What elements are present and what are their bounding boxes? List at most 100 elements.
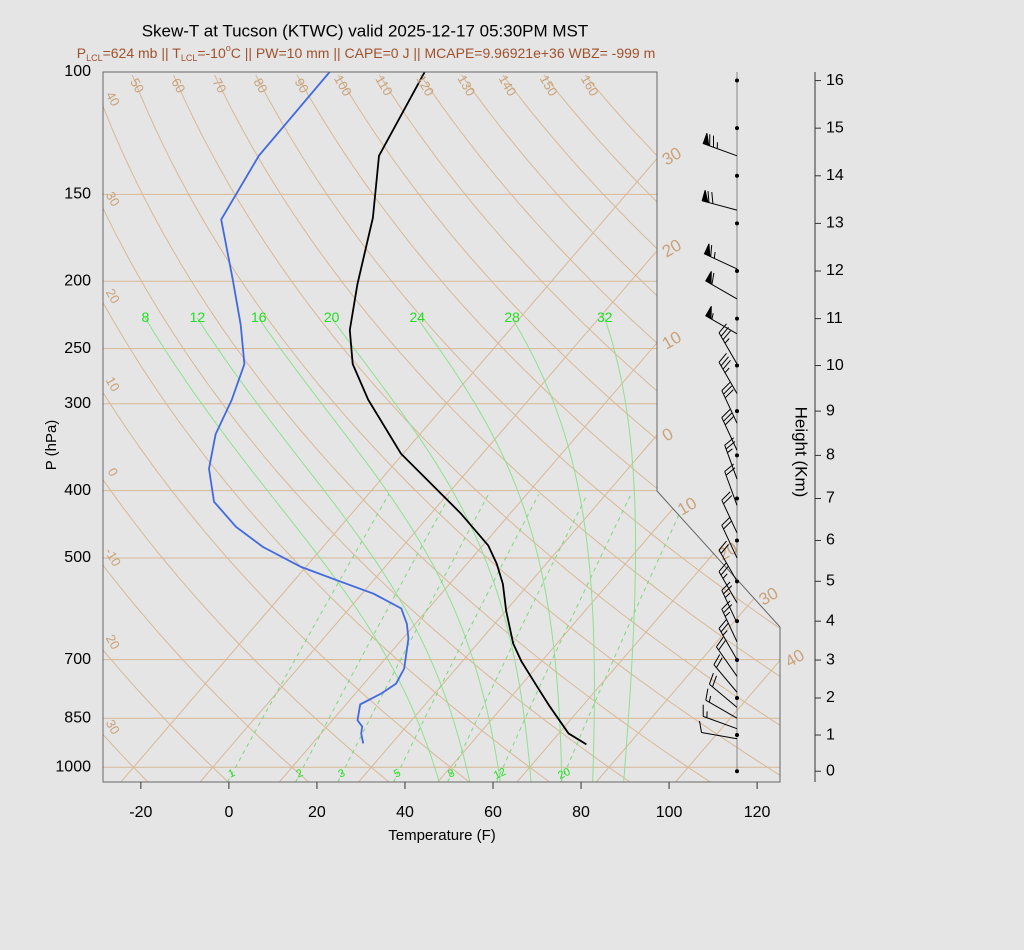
- wind-barb: [703, 243, 738, 270]
- moist-adiabat: [196, 317, 471, 782]
- moist-adiabat-label: 20: [324, 309, 340, 325]
- moist-adiabat-label: 12: [190, 309, 206, 325]
- x-tick-label: 0: [224, 804, 233, 821]
- chart-subtitle: PLCL=624 mb || TLCL=-10oC || PW=10 mm ||…: [77, 43, 656, 63]
- dry-adiabat-label: 30: [103, 189, 123, 209]
- x-axis-label: Temperature (F): [388, 827, 496, 844]
- subtitle-part: P: [77, 45, 86, 61]
- mixing-ratio-line: [447, 494, 588, 782]
- y2-axis-label: Height (Km): [792, 407, 811, 498]
- wind-barb: [718, 619, 738, 660]
- plot-frame: [102, 71, 781, 783]
- subtitle-part: C || PW=10 mm || CAPE=0 J || MCAPE=9.969…: [231, 45, 656, 61]
- moist-adiabat: [416, 317, 563, 782]
- y-axis-label: P (hPa): [43, 420, 60, 471]
- wind-barb: [718, 352, 738, 394]
- dry-adiabat: [103, 74, 470, 782]
- dry-adiabat: [131, 74, 780, 782]
- x-tick-label: 60: [484, 804, 502, 821]
- y-tick-label: 300: [64, 395, 91, 412]
- subtitle-part: =624 mb || T: [103, 45, 182, 61]
- moist-adiabat: [331, 317, 532, 782]
- wind-barb: [699, 720, 738, 740]
- wind-barb: [724, 437, 738, 480]
- dry-adiabat: [103, 74, 711, 782]
- subtitle-part: LCL: [181, 53, 198, 63]
- subtitle-part: LCL: [86, 53, 103, 63]
- mixing-ratio-label: 8: [446, 767, 457, 780]
- x-tick-label: 40: [396, 804, 414, 821]
- height-dot: [735, 409, 739, 414]
- mixing-ratio-label: 1: [226, 767, 237, 780]
- mixing-ratio-label: 12: [492, 766, 508, 782]
- dry-adiabat: [103, 74, 229, 782]
- moist-adiabat: [511, 317, 595, 782]
- height-dot: [735, 173, 739, 178]
- mixing-ratio-label: 5: [392, 767, 403, 780]
- y2-tick-label: 8: [826, 447, 835, 464]
- y2-tick-label: 12: [826, 262, 844, 279]
- x-tick-label: 120: [744, 804, 771, 821]
- dry-adiabat: [103, 74, 309, 782]
- x-tick-label: 20: [308, 804, 326, 821]
- y2-tick-label: 0: [826, 762, 835, 779]
- height-dot: [735, 769, 739, 774]
- wind-barb: [721, 516, 738, 559]
- subtitle-part: =-10: [197, 45, 226, 61]
- wind-barb: [721, 381, 738, 424]
- subtitle-part: o: [226, 43, 231, 53]
- height-dot: [735, 453, 739, 458]
- height-dot: [735, 363, 739, 368]
- height-dot: [735, 538, 739, 543]
- dry-adiabat-label: 20: [103, 632, 123, 652]
- wind-barb: [708, 673, 738, 708]
- height-dot: [735, 658, 739, 663]
- y2-tick-label: 7: [826, 490, 835, 507]
- moist-adiabat-label: 32: [597, 309, 613, 325]
- height-dot: [735, 579, 739, 584]
- height-dot: [735, 221, 739, 226]
- wind-barb: [705, 688, 738, 719]
- dry-adiabat-label: 80: [251, 75, 271, 95]
- moist-adiabat: [604, 318, 636, 782]
- height-dot: [735, 695, 739, 700]
- dry-adiabat-label: 20: [103, 286, 123, 306]
- y-tick-label: 100: [64, 63, 91, 80]
- height-dot: [735, 733, 739, 738]
- mixing-ratio-label: 3: [336, 767, 347, 780]
- sounding-profile: [348, 72, 587, 746]
- wind-barb: [718, 323, 738, 365]
- dry-adiabat: [172, 74, 780, 782]
- y2-tick-label: 15: [826, 119, 844, 136]
- y2-tick-label: 10: [826, 357, 844, 374]
- dry-adiabat-label: 50: [127, 75, 147, 95]
- y2-tick-label: 5: [826, 573, 835, 590]
- x-tick-label: -20: [129, 804, 152, 821]
- height-dot: [735, 126, 739, 131]
- y-tick-label: 200: [64, 273, 91, 290]
- dry-adiabat: [103, 74, 390, 782]
- dry-adiabat: [502, 74, 780, 782]
- wind-barb: [721, 491, 738, 534]
- y2-tick-label: 14: [826, 167, 844, 184]
- dry-adiabat-label: 70: [209, 75, 229, 95]
- wind-barb: [705, 306, 738, 335]
- x-tick-label: 80: [572, 804, 590, 821]
- wind-barb: [701, 190, 738, 211]
- dry-adiabat-label: 90: [292, 75, 312, 95]
- y-tick-label: 500: [64, 549, 91, 566]
- dry-adiabat: [461, 74, 780, 782]
- sounding-profile: [208, 72, 410, 744]
- y2-tick-label: 13: [826, 215, 844, 232]
- wind-barb: [721, 409, 738, 451]
- isotherm: [516, 72, 780, 782]
- y-tick-label: 150: [64, 186, 91, 203]
- profiles: [208, 72, 587, 746]
- y-tick-label: 250: [64, 340, 91, 357]
- moist-adiabat-label: 8: [141, 309, 149, 325]
- x-tick-label: 100: [656, 804, 683, 821]
- moist-adiabat-label: 28: [504, 309, 520, 325]
- isotherm: [595, 72, 780, 782]
- height-dot: [735, 496, 739, 501]
